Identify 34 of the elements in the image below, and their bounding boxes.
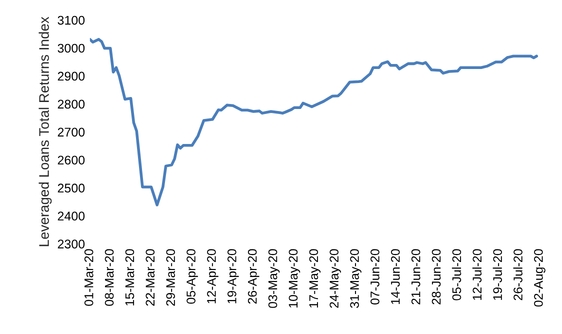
- x-tick-label: 12-Apr-20: [207, 249, 218, 304]
- y-tick-label: 2400: [58, 212, 85, 220]
- x-tick-label: 21-Jun-20: [411, 249, 420, 304]
- x-tick-label: 28-Jun-20: [432, 249, 441, 304]
- x-tick-label: 26-Apr-20: [248, 249, 260, 304]
- x-tick-label: 26-Jul-20: [513, 249, 522, 300]
- x-tick-label: 12-Jul-20: [472, 249, 482, 300]
- x-tick-label: 15-Mar-20: [125, 249, 134, 306]
- x-tick-label: 10-May-20: [288, 249, 300, 308]
- x-tick-label: 19-Apr-20: [227, 249, 239, 304]
- x-tick-label: 19-Jul-20: [492, 249, 502, 300]
- y-tick-label: 2800: [58, 100, 85, 109]
- x-tick-label: 05-Apr-20: [186, 249, 198, 304]
- x-tick-label: 07-Jun-20: [370, 249, 380, 304]
- y-tick-label: 2500: [58, 184, 85, 193]
- y-axis-title: Leveraged Loans Total Returns Index: [38, 16, 52, 246]
- x-tick-label: 29-Mar-20: [166, 249, 176, 306]
- line-series: [90, 38, 538, 206]
- x-tick-label: 01-Mar-20: [84, 249, 94, 306]
- x-tick-label: 24-May-20: [330, 249, 341, 308]
- x-tick-label: 17-May-20: [309, 249, 321, 308]
- x-tick-label: 14-Jun-20: [390, 249, 400, 304]
- y-tick-label: 3100: [58, 16, 85, 25]
- y-tick-label: 3000: [58, 44, 85, 53]
- x-tick-label: 05-Jul-20: [452, 249, 462, 300]
- x-tick-label: 03-May-20: [268, 249, 280, 308]
- x-tick-label: 22-Mar-20: [146, 249, 155, 306]
- y-tick-label: 2700: [58, 128, 85, 137]
- x-tick-label: 31-May-20: [350, 249, 362, 308]
- y-tick-label: 2600: [58, 156, 85, 165]
- y-tick-label: 2300: [58, 240, 85, 248]
- y-tick-label: 2900: [58, 72, 85, 81]
- x-tick-label: 02-Aug-20: [534, 249, 546, 307]
- x-tick-label: 08-Mar-20: [104, 249, 114, 306]
